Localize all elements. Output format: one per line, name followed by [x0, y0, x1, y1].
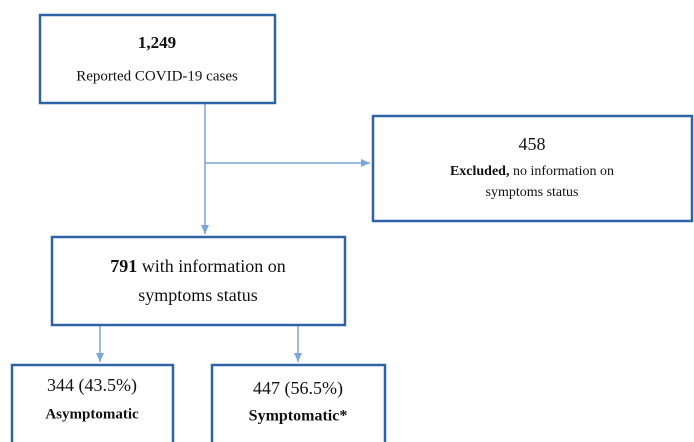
node-label: Reported COVID-19 cases — [76, 68, 238, 84]
box — [210, 363, 387, 442]
box — [38, 13, 277, 105]
node-count: 791 — [110, 256, 137, 276]
node-line: no information on — [509, 164, 614, 179]
box — [371, 114, 694, 223]
node-label: Excluded, no information on — [450, 164, 614, 179]
node-label: Symptomatic* — [249, 408, 348, 425]
box — [50, 235, 347, 327]
node-bold: Excluded, — [450, 164, 510, 179]
node-label: Asymptomatic — [45, 406, 139, 422]
node-count: 447 (56.5%) — [253, 378, 343, 399]
node-line: with information on — [137, 256, 285, 276]
node-line: symptoms status — [138, 285, 258, 305]
box — [10, 363, 175, 442]
node-line: symptoms status — [486, 185, 579, 200]
node-count: 1,249 — [138, 33, 176, 52]
node-count: 458 — [519, 134, 546, 154]
node-label: 791 with information on — [110, 256, 285, 276]
node-count: 344 (43.5%) — [47, 375, 137, 396]
